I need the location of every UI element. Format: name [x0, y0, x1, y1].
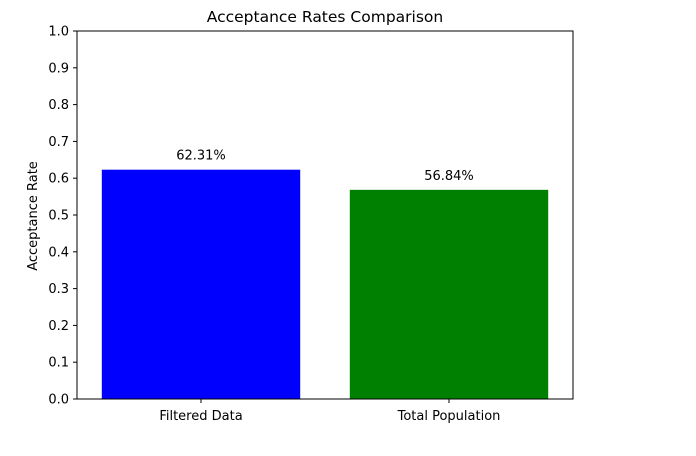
y-tick-label-10: 1.0 [48, 25, 69, 40]
bar-2 [349, 189, 549, 399]
y-tick-label-1: 0.1 [48, 356, 69, 371]
y-tick-label-6: 0.6 [48, 172, 69, 187]
plot-area: 62.31% Filtered Data 56.84% Total Populatio… [48, 25, 574, 424]
y-tick-label-7: 0.7 [48, 135, 69, 150]
x-tick-label-1: Filtered Data [159, 409, 242, 424]
y-tick-label-3: 0.3 [48, 282, 69, 297]
data-label-2: 56.84% [424, 169, 474, 184]
y-tick-label-0: 0.0 [48, 393, 69, 408]
y-tick-label-2: 0.2 [48, 319, 69, 334]
y-tick-label-5: 0.5 [48, 209, 69, 224]
y-tick-label-9: 0.9 [48, 61, 69, 76]
data-label-1: 62.31% [176, 149, 226, 164]
y-tick-label-4: 0.4 [48, 245, 69, 260]
chart-title: Acceptance Rates Comparison [207, 8, 443, 26]
bar-1 [101, 169, 301, 399]
y-tick-label-8: 0.8 [48, 98, 69, 113]
plot-frame [76, 30, 574, 400]
x-tick-label-2: Total Population [397, 409, 501, 424]
y-axis-label: Acceptance Rate [26, 161, 41, 271]
